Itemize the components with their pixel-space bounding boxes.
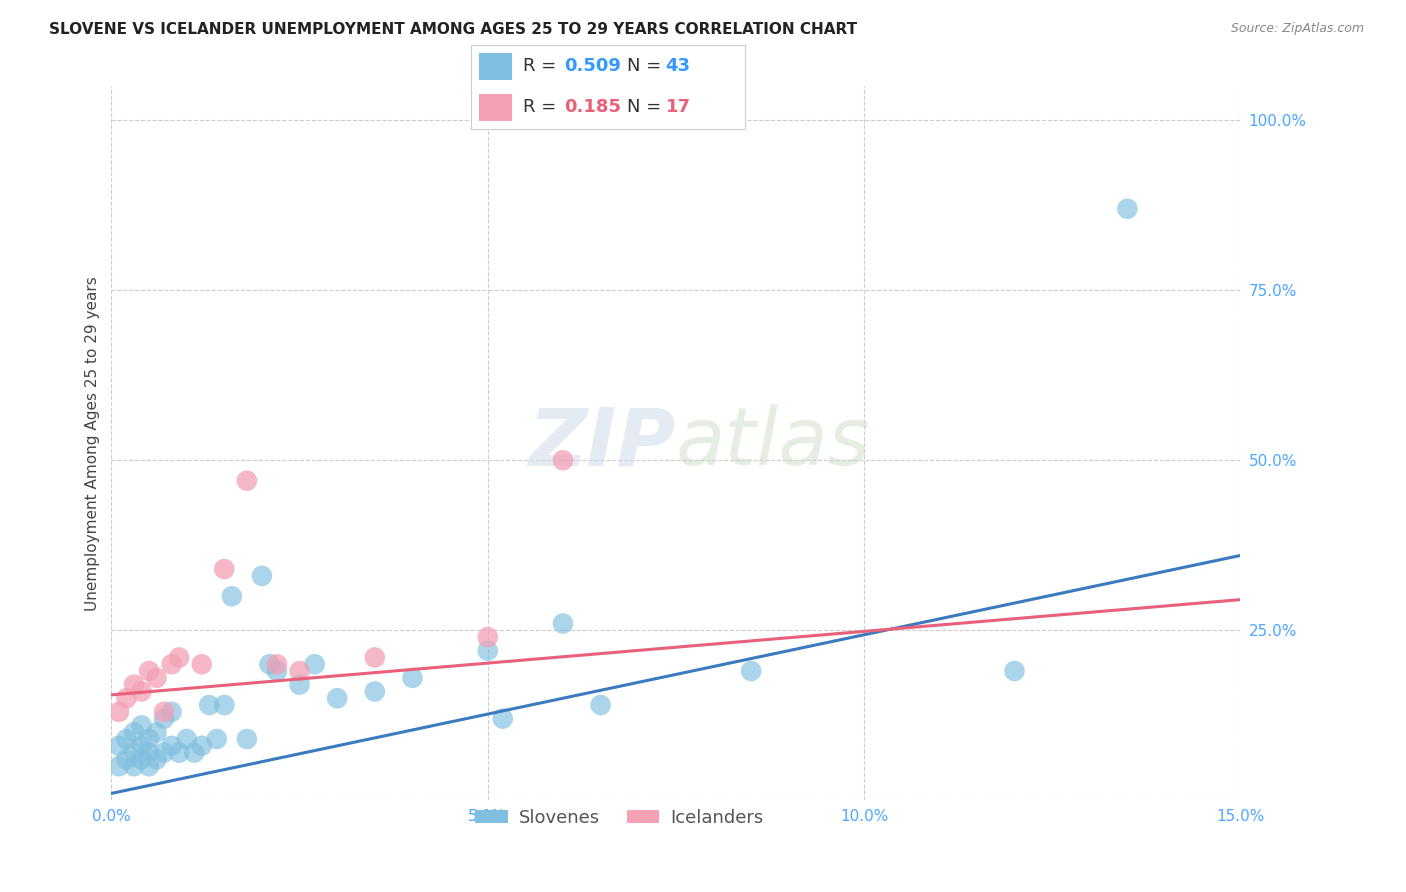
Text: 0.509: 0.509	[564, 57, 621, 75]
Point	[205, 732, 228, 747]
Point	[288, 678, 311, 692]
Point	[167, 746, 190, 760]
Point	[236, 474, 259, 488]
Text: N =: N =	[627, 57, 668, 75]
Point	[160, 705, 183, 719]
Point	[190, 739, 212, 753]
Point	[259, 657, 281, 672]
Point	[266, 664, 288, 678]
Point	[122, 746, 145, 760]
Text: atlas: atlas	[676, 404, 870, 483]
FancyBboxPatch shape	[479, 94, 512, 120]
Point	[138, 732, 160, 747]
Point	[108, 739, 131, 753]
Point	[115, 752, 138, 766]
Point	[214, 562, 236, 576]
Point	[589, 698, 612, 712]
Point	[214, 698, 236, 712]
Point	[138, 759, 160, 773]
Point	[1116, 202, 1139, 216]
Text: R =: R =	[523, 98, 562, 116]
Text: Source: ZipAtlas.com: Source: ZipAtlas.com	[1230, 22, 1364, 36]
Point	[288, 664, 311, 678]
Point	[153, 705, 176, 719]
FancyBboxPatch shape	[471, 45, 745, 129]
Point	[115, 691, 138, 706]
Text: R =: R =	[523, 57, 562, 75]
Point	[740, 664, 762, 678]
Point	[364, 650, 387, 665]
Point	[138, 664, 160, 678]
Point	[115, 732, 138, 747]
Point	[477, 643, 499, 657]
Point	[160, 657, 183, 672]
Text: ZIP: ZIP	[529, 404, 676, 483]
Point	[198, 698, 221, 712]
Text: SLOVENE VS ICELANDER UNEMPLOYMENT AMONG AGES 25 TO 29 YEARS CORRELATION CHART: SLOVENE VS ICELANDER UNEMPLOYMENT AMONG …	[49, 22, 858, 37]
Point	[326, 691, 349, 706]
Point	[250, 569, 273, 583]
Text: 17: 17	[665, 98, 690, 116]
Point	[160, 739, 183, 753]
Y-axis label: Unemployment Among Ages 25 to 29 years: Unemployment Among Ages 25 to 29 years	[86, 276, 100, 611]
Point	[145, 752, 167, 766]
FancyBboxPatch shape	[479, 54, 512, 80]
Point	[131, 752, 153, 766]
Point	[492, 712, 515, 726]
Point	[551, 453, 574, 467]
Point	[138, 746, 160, 760]
Text: N =: N =	[627, 98, 668, 116]
Point	[153, 746, 176, 760]
Point	[266, 657, 288, 672]
Point	[167, 650, 190, 665]
Point	[131, 739, 153, 753]
Point	[1004, 664, 1026, 678]
Text: 43: 43	[665, 57, 690, 75]
Point	[221, 589, 243, 603]
Point	[131, 684, 153, 698]
Point	[364, 684, 387, 698]
Point	[190, 657, 212, 672]
Point	[236, 732, 259, 747]
Point	[122, 678, 145, 692]
Point	[131, 718, 153, 732]
Point	[183, 746, 205, 760]
Point	[145, 725, 167, 739]
Point	[153, 712, 176, 726]
Point	[145, 671, 167, 685]
Point	[122, 725, 145, 739]
Point	[176, 732, 198, 747]
Legend: Slovenes, Icelanders: Slovenes, Icelanders	[468, 802, 770, 834]
Point	[108, 705, 131, 719]
Point	[108, 759, 131, 773]
Text: 0.185: 0.185	[564, 98, 621, 116]
Point	[401, 671, 423, 685]
Point	[304, 657, 326, 672]
Point	[122, 759, 145, 773]
Point	[551, 616, 574, 631]
Point	[477, 630, 499, 644]
